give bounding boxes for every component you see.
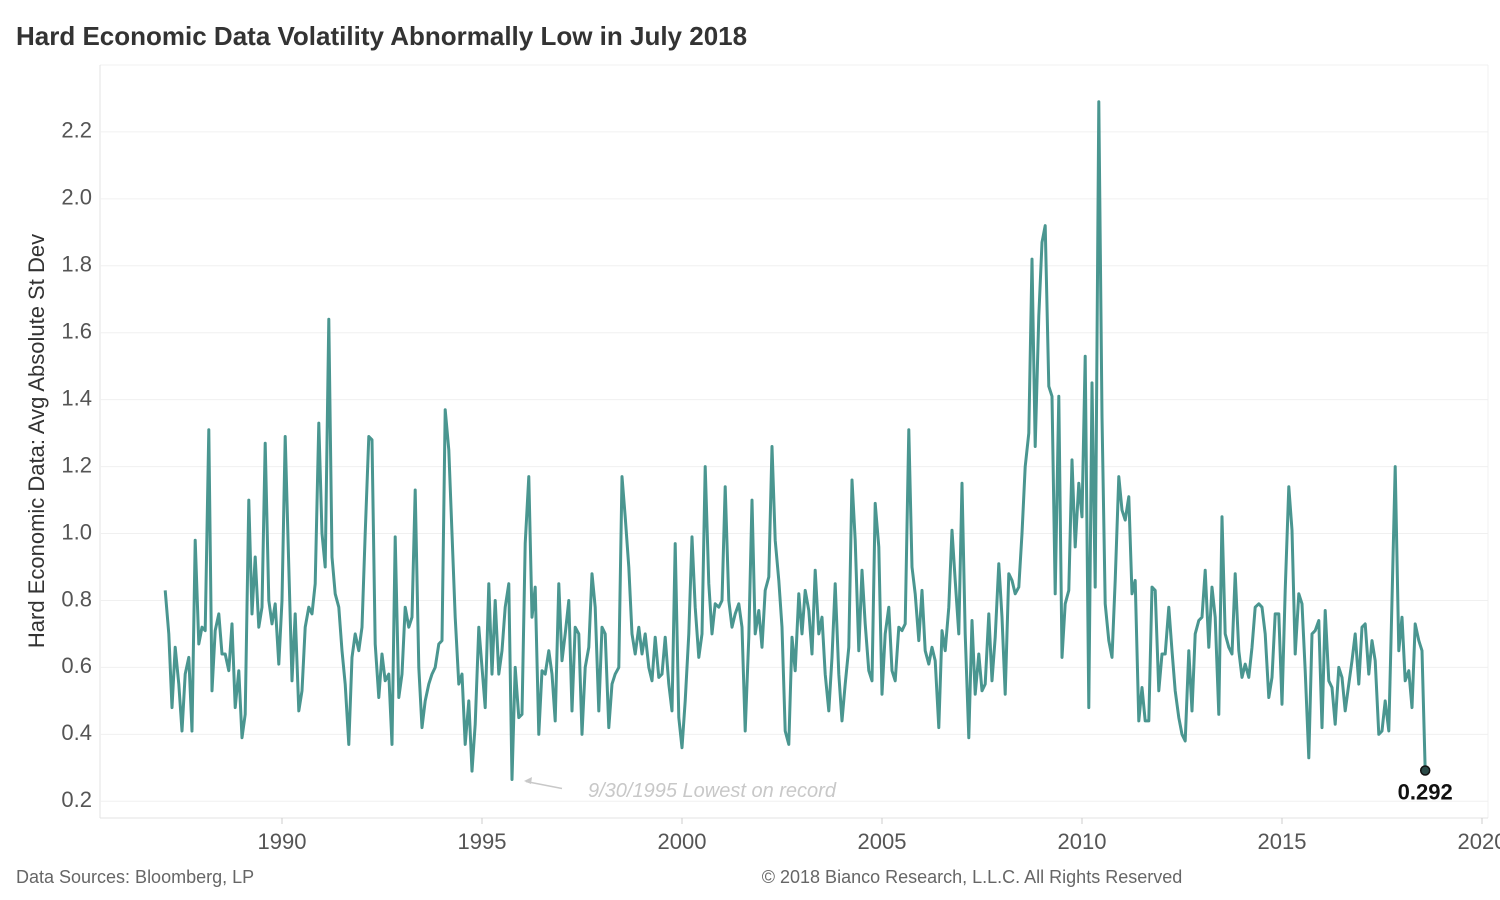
copyright: © 2018 Bianco Research, L.L.C. All Right… bbox=[762, 867, 1182, 887]
y-tick-label: 2.2 bbox=[61, 118, 92, 143]
x-tick-label: 1990 bbox=[258, 829, 307, 854]
y-axis-label: Hard Economic Data: Avg Absolute St Dev bbox=[24, 234, 49, 648]
y-tick-label: 1.6 bbox=[61, 319, 92, 344]
x-tick-label: 2010 bbox=[1058, 829, 1107, 854]
data-line bbox=[163, 100, 1427, 781]
y-tick-label: 1.8 bbox=[61, 252, 92, 277]
y-tick-label: 0.4 bbox=[61, 720, 92, 745]
annotation: 9/30/1995 Lowest on record bbox=[588, 780, 837, 802]
y-tick-label: 1.4 bbox=[61, 385, 92, 410]
y-tick-label: 2.0 bbox=[61, 185, 92, 210]
x-tick-label: 2000 bbox=[658, 829, 707, 854]
annotation-arrowhead bbox=[524, 777, 532, 785]
last-value-label: 0.292 bbox=[1398, 779, 1453, 804]
source-note: Data Sources: Bloomberg, LP bbox=[16, 867, 254, 887]
y-tick-label: 0.2 bbox=[61, 787, 92, 812]
y-tick-label: 1.0 bbox=[61, 519, 92, 544]
y-tick-label: 0.6 bbox=[61, 653, 92, 678]
y-tick-label: 0.8 bbox=[61, 586, 92, 611]
x-tick-label: 2005 bbox=[858, 829, 907, 854]
x-tick-label: 2020 bbox=[1458, 829, 1500, 854]
x-tick-label: 1995 bbox=[458, 829, 507, 854]
chart-title: Hard Economic Data Volatility Abnormally… bbox=[16, 21, 747, 51]
x-tick-label: 2015 bbox=[1258, 829, 1307, 854]
annotation-arrow bbox=[525, 780, 563, 790]
last-point-marker bbox=[1419, 765, 1431, 776]
y-tick-label: 1.2 bbox=[61, 452, 92, 477]
